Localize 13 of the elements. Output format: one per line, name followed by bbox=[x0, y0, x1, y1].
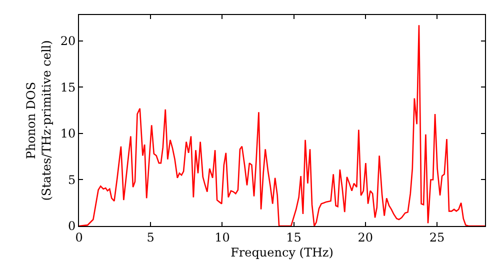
x-tick-label: 15 bbox=[286, 230, 302, 244]
y-tick-label: 15 bbox=[60, 80, 76, 94]
x-tick-label: 20 bbox=[358, 230, 374, 244]
x-axis-title: Frequency (THz) bbox=[230, 245, 334, 260]
y-tick-label: 20 bbox=[60, 34, 76, 48]
y-axis-title: Phonon DOS (States/THz·primitive cell) bbox=[24, 40, 54, 201]
y-tick-label: 0 bbox=[68, 219, 76, 234]
line-series bbox=[79, 24, 485, 226]
y-tick-label: 10 bbox=[60, 126, 76, 141]
x-tick-label: 10 bbox=[214, 230, 230, 244]
x-tick-label: 25 bbox=[429, 230, 445, 244]
x-tick-label: 5 bbox=[146, 230, 154, 244]
y-tick-label: 5 bbox=[68, 172, 76, 187]
